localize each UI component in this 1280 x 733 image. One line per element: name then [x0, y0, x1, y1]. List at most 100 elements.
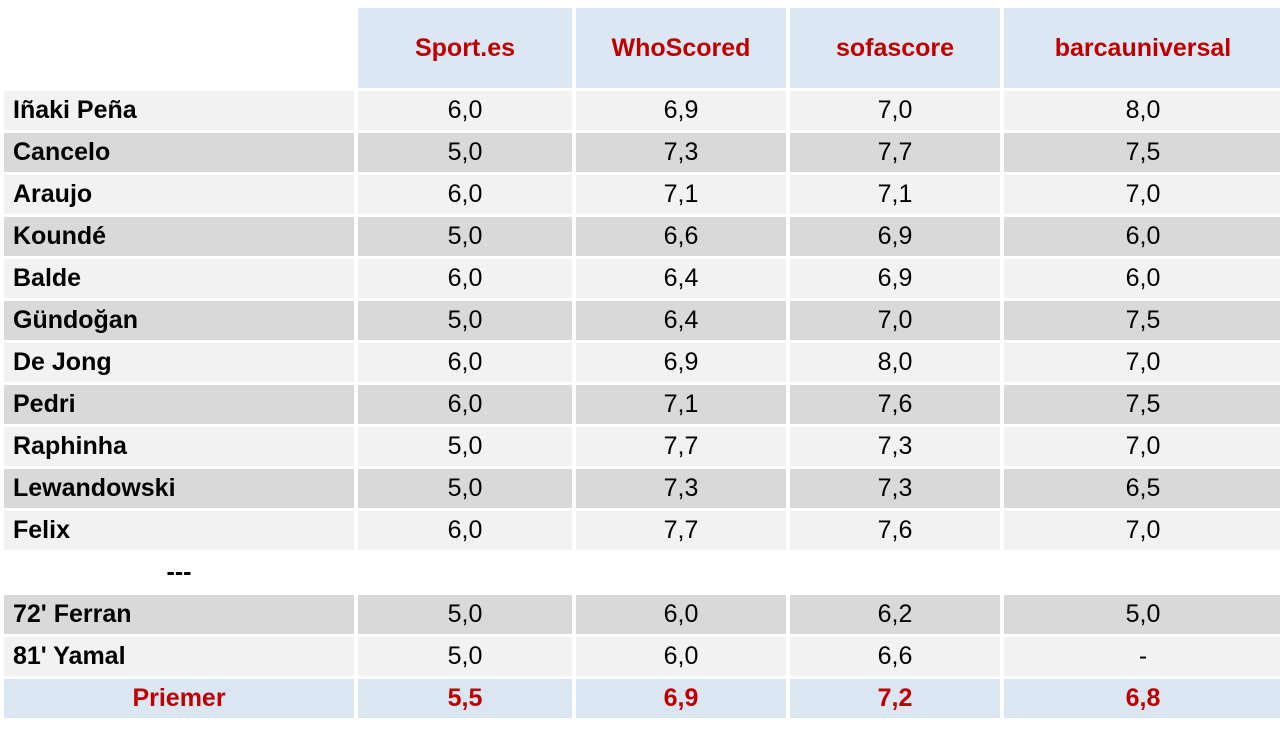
player-row: Cancelo 5,0 7,3 7,7 7,5: [4, 133, 1280, 172]
player-name: Felix: [4, 511, 354, 550]
player-name: Lewandowski: [4, 469, 354, 508]
player-name: Iñaki Peña: [4, 91, 354, 130]
header-row: Sport.es WhoScored sofascore barcauniversal: [4, 8, 1280, 88]
rating-cell: [1004, 553, 1280, 592]
rating-cell: 6,0: [358, 343, 572, 382]
header-empty-cell: [4, 8, 354, 88]
rating-cell: 6,0: [1004, 259, 1280, 298]
column-header-barcauniversal: barcauniversal: [1004, 8, 1280, 88]
player-name: Balde: [4, 259, 354, 298]
player-name: Gündoğan: [4, 301, 354, 340]
rating-cell: 6,0: [358, 175, 572, 214]
player-row: 81' Yamal 5,0 6,0 6,6-: [4, 637, 1280, 676]
rating-cell: 7,1: [576, 175, 786, 214]
rating-cell: 6,9: [576, 91, 786, 130]
rating-cell: 7,0: [790, 91, 1000, 130]
rating-cell: [790, 553, 1000, 592]
player-row: Iñaki Peña 6,0 6,9 7,0 8,0: [4, 91, 1280, 130]
player-name: Pedri: [4, 385, 354, 424]
rating-cell: 7,6: [790, 385, 1000, 424]
rating-cell: 6,9: [576, 343, 786, 382]
summary-rating-cell: 7,2: [790, 679, 1000, 718]
rating-cell: 7,0: [790, 301, 1000, 340]
rating-cell: 5,0: [358, 469, 572, 508]
rating-cell: 6,6: [790, 637, 1000, 676]
rating-cell: 6,0: [576, 595, 786, 634]
rating-cell: 7,0: [1004, 427, 1280, 466]
player-name: De Jong: [4, 343, 354, 382]
rating-cell: 7,3: [576, 469, 786, 508]
rating-cell: 7,3: [576, 133, 786, 172]
rating-cell: 7,0: [1004, 175, 1280, 214]
rating-cell: 5,0: [358, 133, 572, 172]
rating-cell: 6,4: [576, 259, 786, 298]
rating-cell: 5,0: [358, 427, 572, 466]
rating-cell: 6,6: [576, 217, 786, 256]
player-name: Koundé: [4, 217, 354, 256]
rating-cell: 7,5: [1004, 301, 1280, 340]
rating-cell: 7,7: [576, 511, 786, 550]
rating-cell: 7,3: [790, 469, 1000, 508]
rating-cell: 5,0: [358, 637, 572, 676]
rating-cell: 5,0: [1004, 595, 1280, 634]
summary-rating-cell: 5,5: [358, 679, 572, 718]
rating-cell: 5,0: [358, 301, 572, 340]
rating-cell: 6,0: [358, 259, 572, 298]
player-row: Felix 6,0 7,7 7,6 7,0: [4, 511, 1280, 550]
rating-cell: 7,3: [790, 427, 1000, 466]
player-ratings-table: Sport.es WhoScored sofascore barcauniversal…: [0, 5, 1280, 721]
separator-label: ---: [166, 558, 192, 586]
table-body: Iñaki Peña 6,0 6,9 7,0 8,0 Cancelo 5,0 7,3 7,7 7,…: [4, 91, 1280, 718]
column-header-sofascore: sofascore: [790, 8, 1000, 88]
player-name: 81' Yamal: [4, 637, 354, 676]
player-row: Balde 6,0 6,4 6,9 6,0: [4, 259, 1280, 298]
player-row: Gündoğan 5,0 6,4 7,0 7,5: [4, 301, 1280, 340]
player-row: Lewandowski 5,0 7,3 7,3 6,5: [4, 469, 1280, 508]
player-name: 72' Ferran: [4, 595, 354, 634]
summary-row: Priemer 5,5 6,9 7,2 6,8: [4, 679, 1280, 718]
rating-cell: 8,0: [1004, 91, 1280, 130]
rating-cell: 7,0: [1004, 343, 1280, 382]
rating-cell: 6,9: [790, 217, 1000, 256]
rating-cell: 7,6: [790, 511, 1000, 550]
player-row: 72' Ferran 5,0 6,0 6,2 5,0: [4, 595, 1280, 634]
rating-cell: 6,9: [790, 259, 1000, 298]
rating-cell: 7,1: [576, 385, 786, 424]
rating-cell: 6,0: [1004, 217, 1280, 256]
rating-cell: -: [1004, 637, 1280, 676]
player-row: Araujo 6,0 7,1 7,1 7,0: [4, 175, 1280, 214]
rating-cell: 7,5: [1004, 133, 1280, 172]
rating-cell: 6,0: [358, 91, 572, 130]
rating-cell: 5,0: [358, 595, 572, 634]
column-header-sport-es: Sport.es: [358, 8, 572, 88]
rating-cell: [576, 553, 786, 592]
column-header-whoscored: WhoScored: [576, 8, 786, 88]
summary-rating-cell: 6,8: [1004, 679, 1280, 718]
player-row: De Jong 6,0 6,9 8,0 7,0: [4, 343, 1280, 382]
rating-cell: 7,5: [1004, 385, 1280, 424]
summary-rating-cell: 6,9: [576, 679, 786, 718]
player-name: Raphinha: [4, 427, 354, 466]
player-row: Pedri 6,0 7,1 7,6 7,5: [4, 385, 1280, 424]
rating-cell: 6,0: [358, 385, 572, 424]
rating-cell: 6,5: [1004, 469, 1280, 508]
table-head: Sport.es WhoScored sofascore barcauniversal: [4, 8, 1280, 88]
separator-row: ---: [4, 553, 1280, 592]
rating-cell: [358, 553, 572, 592]
player-name: Araujo: [4, 175, 354, 214]
rating-cell: 7,7: [576, 427, 786, 466]
rating-cell: 6,4: [576, 301, 786, 340]
rating-cell: 6,2: [790, 595, 1000, 634]
player-row: Koundé 5,0 6,6 6,9 6,0: [4, 217, 1280, 256]
player-row: Raphinha 5,0 7,7 7,3 7,0: [4, 427, 1280, 466]
rating-cell: 7,1: [790, 175, 1000, 214]
summary-label: Priemer: [4, 679, 354, 718]
rating-cell: 7,7: [790, 133, 1000, 172]
rating-cell: 6,0: [358, 511, 572, 550]
rating-cell: 8,0: [790, 343, 1000, 382]
player-name: Cancelo: [4, 133, 354, 172]
rating-cell: 5,0: [358, 217, 572, 256]
rating-cell: 6,0: [576, 637, 786, 676]
rating-cell: 7,0: [1004, 511, 1280, 550]
